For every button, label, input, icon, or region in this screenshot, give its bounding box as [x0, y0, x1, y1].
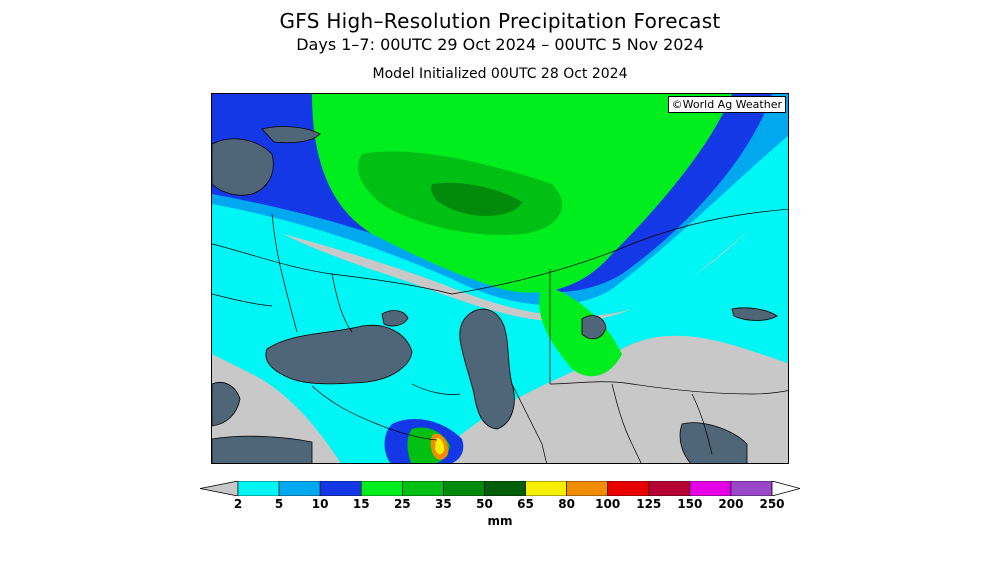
- legend-color-cell: [566, 481, 608, 496]
- aegean-sea: [212, 382, 241, 427]
- precip-band-35mm: [431, 182, 522, 216]
- legend-color-cell: [237, 481, 280, 496]
- legend-color-cell: [525, 481, 567, 496]
- legend-color-cell: [689, 481, 732, 496]
- legend-units: mm: [487, 514, 513, 528]
- lake-balkhash: [731, 307, 778, 321]
- legend-color-cell: [278, 481, 321, 496]
- legend-below-min-arrow: [200, 481, 239, 496]
- legend-color-cell: [484, 481, 526, 496]
- legend-color-cell: [319, 481, 362, 496]
- forecast-period: Days 1–7: 00UTC 29 Oct 2024 – 00UTC 5 No…: [296, 35, 704, 54]
- map-canvas: [212, 94, 788, 463]
- precip-band-65mm: [435, 437, 445, 455]
- mediterranean-sea: [212, 435, 313, 463]
- black-sea: [265, 324, 413, 385]
- persian-gulf: [679, 422, 748, 463]
- precipitation-map: ©World Ag Weather: [211, 93, 789, 464]
- legend-tick-label: 2: [233, 497, 243, 511]
- legend-tick-label: 65: [517, 497, 534, 511]
- legend-color-cell: [360, 481, 403, 496]
- legend-tick-label: 200: [718, 497, 744, 511]
- legend-tick-label: 5: [274, 497, 284, 511]
- map-title: GFS High–Resolution Precipitation Foreca…: [279, 9, 721, 33]
- legend-tick-label: 15: [352, 497, 370, 511]
- precipitation-color-legend: [200, 481, 800, 496]
- model-init-time: Model Initialized 00UTC 28 Oct 2024: [372, 66, 628, 82]
- caspian-sea: [459, 308, 515, 430]
- sea-of-azov: [381, 310, 409, 327]
- baltic-sea: [212, 138, 274, 196]
- legend-tick-label: 10: [311, 497, 329, 511]
- legend-color-cell: [648, 481, 691, 496]
- gulf-of-finland: [261, 126, 321, 144]
- precip-band-15mm-tail: [539, 284, 622, 377]
- legend-tick-label: 100: [595, 497, 621, 511]
- legend-tick-label: 25: [393, 497, 411, 511]
- legend-tick-label: 150: [677, 497, 703, 511]
- legend-color-cell: [402, 481, 444, 496]
- legend-tick-label: 80: [558, 497, 575, 511]
- legend-tick-label: 35: [435, 497, 452, 511]
- aral-sea: [581, 315, 607, 340]
- legend-tick-label: 250: [759, 497, 785, 511]
- legend-color-cell: [730, 481, 773, 496]
- copyright-credit: ©World Ag Weather: [667, 96, 786, 113]
- legend-color-cell: [443, 481, 485, 496]
- legend-tick-label: 125: [636, 497, 662, 511]
- legend-above-max-arrow: [771, 481, 800, 496]
- country-borders: [212, 208, 788, 463]
- legend-color-cell: [607, 481, 650, 496]
- legend-tick-label: 50: [476, 497, 493, 511]
